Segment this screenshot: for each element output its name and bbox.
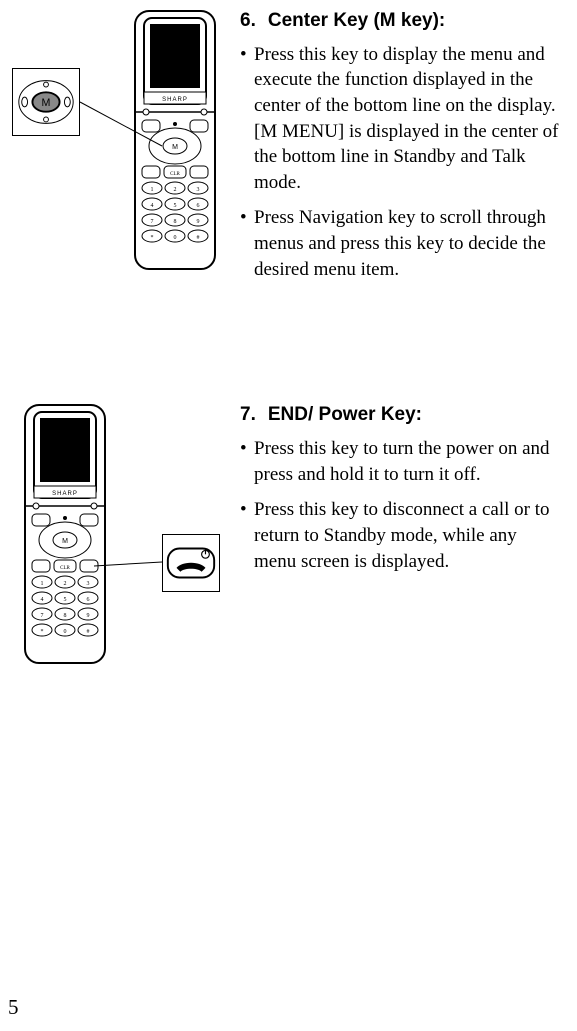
svg-text:8: 8 [174, 219, 177, 225]
svg-text:M: M [62, 538, 68, 545]
heading-6-number: 6. [240, 8, 256, 34]
bullet-dot: • [240, 205, 254, 282]
callout-end-key [162, 534, 220, 592]
svg-text:0: 0 [174, 235, 177, 241]
bullet-dot: • [240, 42, 254, 196]
svg-text:2: 2 [174, 187, 177, 193]
text-center-key: 6. Center Key (M key): • Press this key t… [232, 8, 574, 292]
callout-m-key: M [12, 68, 80, 136]
svg-text:SHARP: SHARP [52, 491, 78, 497]
section-center-key: SHARP M CLR 1 [12, 8, 557, 292]
svg-text:4: 4 [41, 597, 44, 603]
svg-text:1: 1 [41, 581, 44, 587]
bullet-7-1-text: Press this key to turn the power on and … [254, 436, 557, 487]
svg-text:7: 7 [41, 613, 44, 619]
phone-diagram: SHARP M CLR 1 [132, 8, 218, 272]
svg-text:3: 3 [197, 187, 200, 193]
svg-text:2: 2 [64, 581, 67, 587]
bullet-7-1: • Press this key to turn the power on an… [240, 436, 557, 487]
svg-text:CLR: CLR [60, 566, 70, 571]
text-end-key: 7. END/ Power Key: • Press this key to tu… [232, 402, 557, 584]
illustration-center-key: SHARP M CLR 1 [12, 8, 232, 288]
bullet-dot: • [240, 436, 254, 487]
svg-text:9: 9 [197, 219, 200, 225]
bullet-6-2: • Press Navigation key to scroll through… [240, 205, 574, 282]
svg-text:3: 3 [87, 581, 90, 587]
svg-text:6: 6 [197, 203, 200, 209]
svg-text:#: # [197, 235, 200, 241]
heading-7-title: END/ Power Key: [268, 404, 422, 425]
svg-text:6: 6 [87, 597, 90, 603]
svg-text:4: 4 [151, 203, 154, 209]
svg-text:7: 7 [151, 219, 154, 225]
svg-text:5: 5 [174, 203, 177, 209]
svg-text:9: 9 [87, 613, 90, 619]
svg-text:0: 0 [64, 629, 67, 635]
svg-text:SHARP: SHARP [162, 97, 188, 103]
bullet-7-2: • Press this key to disconnect a call or… [240, 497, 557, 574]
bullet-dot: • [240, 497, 254, 574]
svg-text:M: M [42, 97, 51, 109]
heading-7-number: 7. [240, 402, 256, 428]
heading-6: 6. Center Key (M key): [240, 8, 574, 34]
heading-7: 7. END/ Power Key: [240, 402, 557, 428]
heading-6-title: Center Key (M key): [268, 10, 445, 31]
svg-text:*: * [151, 235, 154, 241]
svg-text:5: 5 [64, 597, 67, 603]
section-end-power-key: SHARP M CLR 1 2 3 4 5 [12, 402, 557, 682]
svg-text:8: 8 [64, 613, 67, 619]
svg-text:CLR: CLR [170, 172, 180, 177]
bullet-6-1-text: Press this key to display the menu and e… [254, 42, 574, 196]
svg-text:#: # [87, 629, 90, 635]
svg-text:*: * [41, 629, 44, 635]
svg-text:M: M [172, 144, 178, 151]
bullet-7-2-text: Press this key to disconnect a call or t… [254, 497, 557, 574]
phone-diagram-2: SHARP M CLR 1 2 3 4 5 [22, 402, 108, 666]
illustration-end-key: SHARP M CLR 1 2 3 4 5 [12, 402, 232, 682]
svg-text:1: 1 [151, 187, 154, 193]
bullet-6-1: • Press this key to display the menu and… [240, 42, 574, 196]
page-number: 5 [8, 993, 19, 1021]
bullet-6-2-text: Press Navigation key to scroll through m… [254, 205, 577, 282]
